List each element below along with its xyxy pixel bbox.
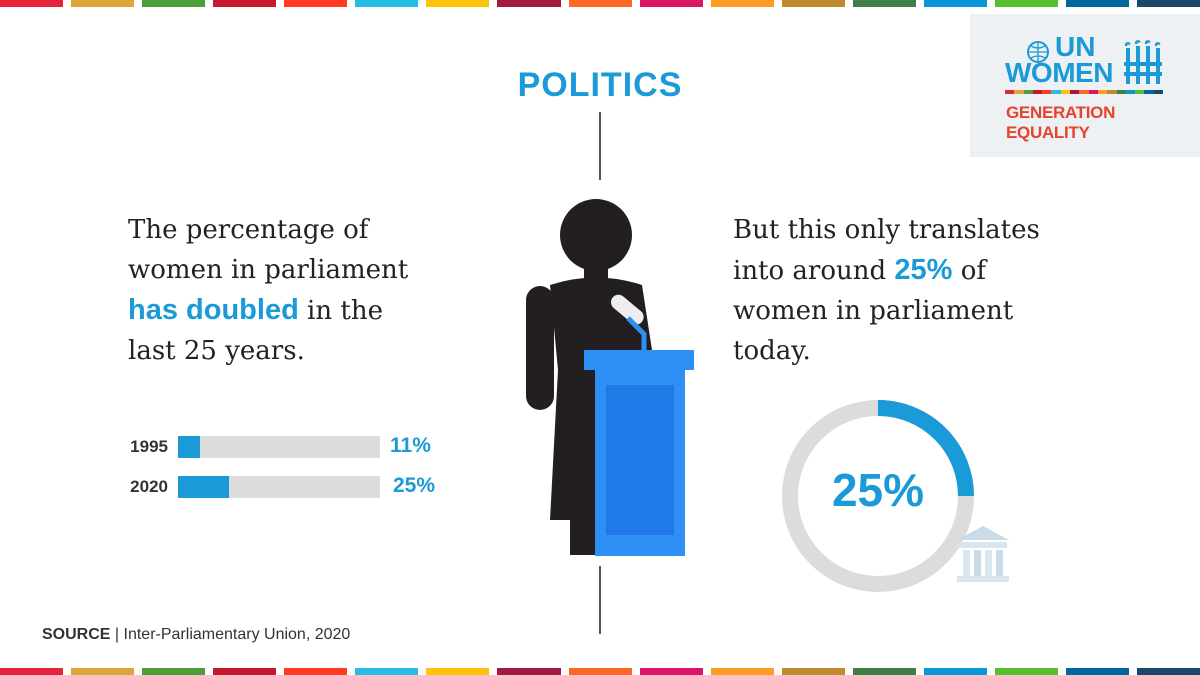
stripe-segment (71, 668, 135, 675)
stripe-segment (639, 668, 703, 675)
stripe-segment (1065, 668, 1129, 675)
source-separator: | (114, 626, 120, 643)
logo-bar-segment (1107, 90, 1117, 94)
stripe-segment (1137, 0, 1200, 7)
logo-women-text: WOMEN (1005, 57, 1113, 88)
stripe-segment (1065, 0, 1129, 7)
donut-value-slice (782, 400, 974, 592)
stripe-segment (568, 0, 632, 7)
stripe-segment (213, 0, 277, 7)
left-line-3-rest: in the (298, 296, 383, 326)
left-statement: The percentage of women in parliament ha… (128, 210, 448, 371)
donut-value-label: 25% (831, 464, 925, 516)
bar-track (178, 476, 380, 498)
stripe-segment (568, 668, 632, 675)
bar-category-label: 2020 (130, 477, 168, 496)
logo-bar-segment (1153, 90, 1164, 94)
stripe-segment (923, 0, 987, 7)
stripe-segment (355, 0, 419, 7)
woman-speaker-at-podium-icon (526, 199, 694, 556)
logo-bar-segment (1042, 90, 1052, 94)
stripe-segment (923, 668, 987, 675)
logo-bar-segment (1116, 90, 1126, 94)
logo-color-bar (1005, 90, 1164, 94)
divider-top (599, 112, 601, 180)
right-line-1: But this only translates (733, 215, 1040, 245)
stripe-segment (710, 668, 774, 675)
logo-bar-segment (1032, 90, 1043, 94)
stripe-segment (497, 668, 561, 675)
stripe-segment (781, 668, 845, 675)
bar-value-label: 11% (390, 434, 431, 457)
logo-bar-segment (1097, 90, 1108, 94)
source-text: Inter-Parliamentary Union, 2020 (123, 626, 351, 643)
right-statement: But this only translates into around 25%… (733, 210, 1073, 371)
stripe-segment (213, 668, 277, 675)
stripe-segment (142, 668, 206, 675)
stripe-segment (284, 0, 348, 7)
logo-bar-segment (1070, 90, 1080, 94)
stripe-segment (355, 668, 419, 675)
right-line-3: women in parliament (733, 296, 1014, 326)
stripe-segment (1137, 668, 1200, 675)
stripe-segment (710, 0, 774, 7)
divider-bottom (599, 566, 601, 634)
bar (178, 436, 201, 458)
left-highlight: has doubled (128, 294, 299, 326)
page-title: POLITICS (517, 66, 683, 104)
stripe-segment (426, 668, 490, 675)
left-line-2: women in parliament (128, 255, 409, 285)
logo-bar-segment (1125, 90, 1136, 94)
logo-bar-segment (1079, 90, 1089, 94)
logo-tagline: GENERATION EQUALITY (1006, 103, 1116, 142)
bar-category-label: 1995 (130, 437, 168, 456)
stripe-segment (781, 0, 845, 7)
logo-panel (970, 14, 1200, 157)
logo-bar-segment (1135, 90, 1145, 94)
logo-bar-segment (1014, 90, 1024, 94)
stripe-segment (639, 0, 703, 7)
right-line-2-pre: into around (733, 256, 895, 286)
right-line-2-post: of (952, 256, 987, 286)
stripe-segment (994, 668, 1058, 675)
bottom-color-stripe (0, 668, 1200, 675)
bar-value-label: 25% (393, 474, 436, 497)
stripe-segment (142, 0, 206, 7)
logo-bar-segment (1060, 90, 1071, 94)
stripe-segment (0, 668, 64, 675)
logo-un-text: UN (1055, 31, 1096, 62)
un-women-emblem-icon (1124, 40, 1162, 84)
parliament-building-icon (957, 526, 1009, 582)
source-note: SOURCE | Inter-Parliamentary Union, 2020 (42, 626, 350, 644)
un-globe-icon (1027, 41, 1049, 63)
left-line-1: The percentage of (128, 215, 369, 245)
stripe-segment (497, 0, 561, 7)
logo-bar-segment (1051, 90, 1061, 94)
right-highlight: 25% (894, 254, 953, 286)
stripe-segment (284, 668, 348, 675)
top-color-stripe (0, 0, 1200, 7)
stripe-segment (426, 0, 490, 7)
stripe-segment (71, 0, 135, 7)
stripe-segment (994, 0, 1058, 7)
left-line-4: last 25 years. (128, 336, 305, 366)
right-line-4: today. (733, 336, 811, 366)
logo-bar-segment (1005, 90, 1015, 94)
logo-bar-segment (1144, 90, 1154, 94)
stripe-segment (0, 0, 64, 7)
stripe-segment (852, 668, 916, 675)
bar (178, 476, 229, 498)
bar-track (178, 436, 380, 458)
source-label: SOURCE (42, 626, 111, 643)
donut-chart (782, 400, 974, 592)
logo-bar-segment (1023, 90, 1033, 94)
stripe-segment (852, 0, 916, 7)
logo-bar-segment (1088, 90, 1098, 94)
